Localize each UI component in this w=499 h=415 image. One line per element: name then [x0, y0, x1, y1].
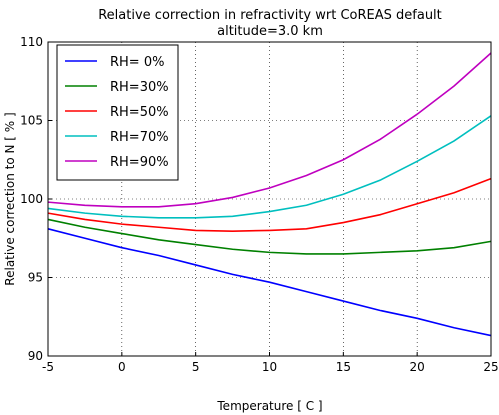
y-tick-label: 90	[28, 349, 43, 363]
series-line	[47, 52, 492, 208]
y-axis-label: Relative correction to N [ % ]	[3, 112, 17, 285]
x-tick-label: -5	[42, 360, 54, 374]
chart-title: Relative correction in refractivity wrt …	[98, 8, 442, 23]
x-axis-label: Temperature [ C ]	[216, 399, 322, 413]
x-tick-label: 10	[262, 360, 277, 374]
chart-subtitle: altitude=3.0 km	[217, 24, 323, 39]
x-tick-label: 25	[483, 360, 498, 374]
y-tick-label: 105	[20, 114, 43, 128]
legend-label: RH=30%	[110, 80, 169, 95]
series-line	[47, 228, 492, 337]
x-tick-label: 15	[336, 360, 351, 374]
series-line	[47, 218, 492, 255]
series-line	[47, 115, 492, 219]
plot-frame	[47, 41, 492, 357]
x-tick-label: 0	[118, 360, 126, 374]
legend-label: RH= 0%	[110, 55, 164, 70]
y-tick-label: 100	[20, 192, 43, 206]
y-tick-label: 110	[20, 35, 43, 49]
y-tick-label: 95	[28, 271, 43, 285]
series-line	[47, 177, 492, 232]
legend-label: RH=70%	[110, 130, 169, 145]
legend-label: RH=90%	[110, 155, 169, 170]
x-tick-label: 20	[410, 360, 425, 374]
legend-box	[56, 44, 179, 181]
x-tick-label: 5	[192, 360, 200, 374]
legend-label: RH=50%	[110, 105, 169, 120]
